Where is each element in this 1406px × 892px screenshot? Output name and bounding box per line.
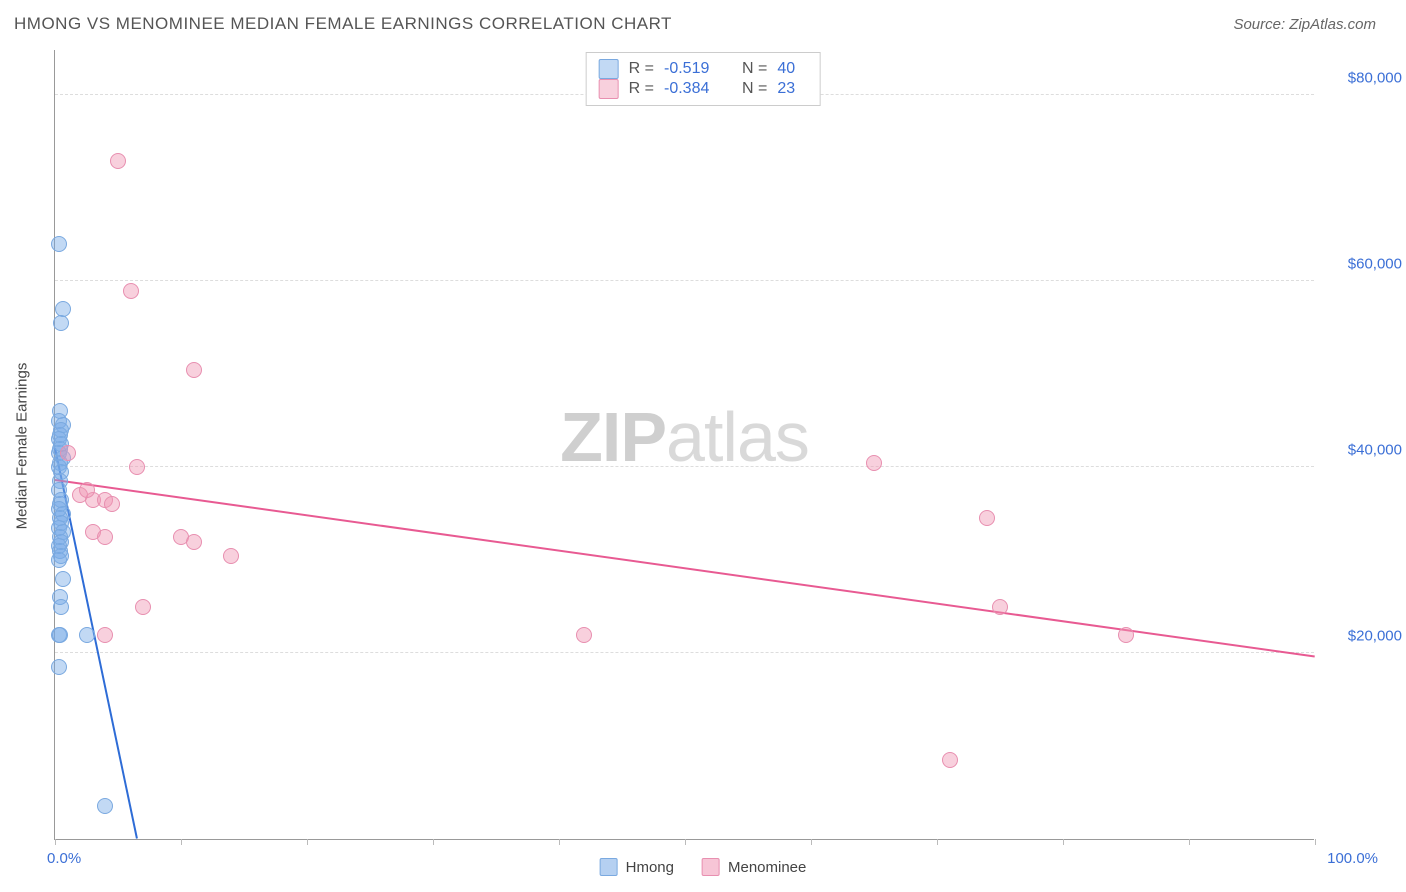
x-tick bbox=[1315, 839, 1316, 845]
x-tick bbox=[937, 839, 938, 845]
gridline-h bbox=[55, 652, 1314, 653]
y-tick-label: $40,000 bbox=[1322, 442, 1402, 459]
data-point bbox=[79, 627, 95, 643]
data-point bbox=[79, 482, 95, 498]
n-label: N = bbox=[742, 80, 767, 98]
source-label: Source: ZipAtlas.com bbox=[1233, 16, 1376, 33]
x-tick bbox=[307, 839, 308, 845]
legend-item: Menominee bbox=[702, 858, 806, 876]
data-point bbox=[97, 529, 113, 545]
legend-label: Hmong bbox=[626, 859, 674, 876]
data-point bbox=[60, 445, 76, 461]
series-legend: Hmong Menominee bbox=[600, 858, 807, 876]
n-value: 40 bbox=[777, 60, 807, 78]
correlation-chart: HMONG VS MENOMINEE MEDIAN FEMALE EARNING… bbox=[10, 10, 1396, 882]
n-label: N = bbox=[742, 60, 767, 78]
x-tick bbox=[811, 839, 812, 845]
r-label: R = bbox=[629, 60, 654, 78]
data-point bbox=[53, 599, 69, 615]
y-axis-title: Median Female Earnings bbox=[14, 363, 31, 530]
x-tick bbox=[685, 839, 686, 845]
data-point bbox=[186, 362, 202, 378]
data-point bbox=[51, 659, 67, 675]
data-point bbox=[51, 552, 67, 568]
data-point bbox=[576, 627, 592, 643]
data-point bbox=[1118, 627, 1134, 643]
data-point bbox=[97, 798, 113, 814]
data-point bbox=[55, 571, 71, 587]
x-tick bbox=[181, 839, 182, 845]
x-tick bbox=[1063, 839, 1064, 845]
legend-item: Hmong bbox=[600, 858, 674, 876]
legend-swatch bbox=[599, 59, 619, 79]
x-tick bbox=[1189, 839, 1190, 845]
data-point bbox=[942, 752, 958, 768]
stats-legend: R = -0.519 N = 40 R = -0.384 N = 23 bbox=[586, 52, 821, 106]
legend-swatch bbox=[600, 858, 618, 876]
data-point bbox=[104, 496, 120, 512]
data-point bbox=[129, 459, 145, 475]
x-max-label: 100.0% bbox=[1327, 850, 1378, 867]
watermark: ZIPatlas bbox=[560, 397, 809, 477]
data-point bbox=[135, 599, 151, 615]
data-point bbox=[53, 315, 69, 331]
data-point bbox=[186, 534, 202, 550]
plot-area: ZIPatlas 0.0% 100.0% $20,000$40,000$60,0… bbox=[54, 50, 1314, 840]
x-tick bbox=[55, 839, 56, 845]
data-point bbox=[123, 283, 139, 299]
stats-row: R = -0.384 N = 23 bbox=[599, 79, 808, 99]
data-point bbox=[110, 153, 126, 169]
gridline-h bbox=[55, 466, 1314, 467]
gridline-h bbox=[55, 280, 1314, 281]
x-tick bbox=[433, 839, 434, 845]
x-tick bbox=[559, 839, 560, 845]
data-point bbox=[992, 599, 1008, 615]
data-point bbox=[51, 236, 67, 252]
x-min-label: 0.0% bbox=[47, 850, 81, 867]
legend-label: Menominee bbox=[728, 859, 806, 876]
data-point bbox=[52, 627, 68, 643]
y-tick-label: $20,000 bbox=[1322, 628, 1402, 645]
n-value: 23 bbox=[777, 80, 807, 98]
data-point bbox=[97, 627, 113, 643]
legend-swatch bbox=[599, 79, 619, 99]
stats-row: R = -0.519 N = 40 bbox=[599, 59, 808, 79]
data-point bbox=[223, 548, 239, 564]
r-value: -0.519 bbox=[664, 60, 732, 78]
legend-swatch bbox=[702, 858, 720, 876]
r-value: -0.384 bbox=[664, 80, 732, 98]
data-point bbox=[979, 510, 995, 526]
data-point bbox=[866, 455, 882, 471]
chart-title: HMONG VS MENOMINEE MEDIAN FEMALE EARNING… bbox=[14, 14, 672, 34]
y-tick-label: $80,000 bbox=[1322, 70, 1402, 87]
r-label: R = bbox=[629, 80, 654, 98]
y-tick-label: $60,000 bbox=[1322, 256, 1402, 273]
